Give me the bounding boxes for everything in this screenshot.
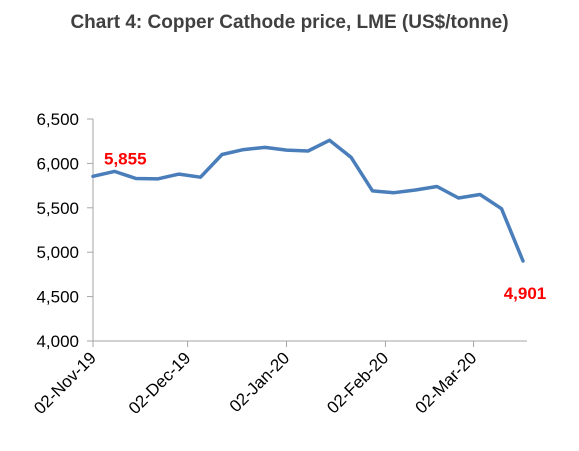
y-axis: 4,000 4,500 5,000 5,500 6,000 6,500 xyxy=(36,110,94,351)
x-tick-label: 02-Dec-19 xyxy=(125,348,195,418)
y-tick-label: 5,500 xyxy=(36,199,79,218)
x-tick-label: 02-Nov-19 xyxy=(30,348,100,418)
y-tick-label: 6,000 xyxy=(36,154,79,173)
x-axis: 02-Nov-19 02-Dec-19 02-Jan-20 02-Feb-20 02-M… xyxy=(30,340,527,418)
y-tick-label: 5,000 xyxy=(36,243,79,262)
y-tick-label: 4,000 xyxy=(36,332,79,351)
data-label: 5,855 xyxy=(104,149,147,168)
x-tick-label: 02-Jan-20 xyxy=(226,348,294,416)
x-tick-label: 02-Feb-20 xyxy=(323,348,392,417)
y-tick-label: 6,500 xyxy=(36,110,79,129)
chart-title: Chart 4: Copper Cathode price, LME (US$/… xyxy=(70,12,509,33)
x-tick-label: 02-Mar-20 xyxy=(411,348,480,417)
data-labels: 5,855 4,901 xyxy=(104,149,546,303)
price-series-line xyxy=(91,138,525,263)
y-tick-label: 4,500 xyxy=(36,288,79,307)
series-group xyxy=(91,138,525,263)
data-label: 4,901 xyxy=(504,284,547,303)
